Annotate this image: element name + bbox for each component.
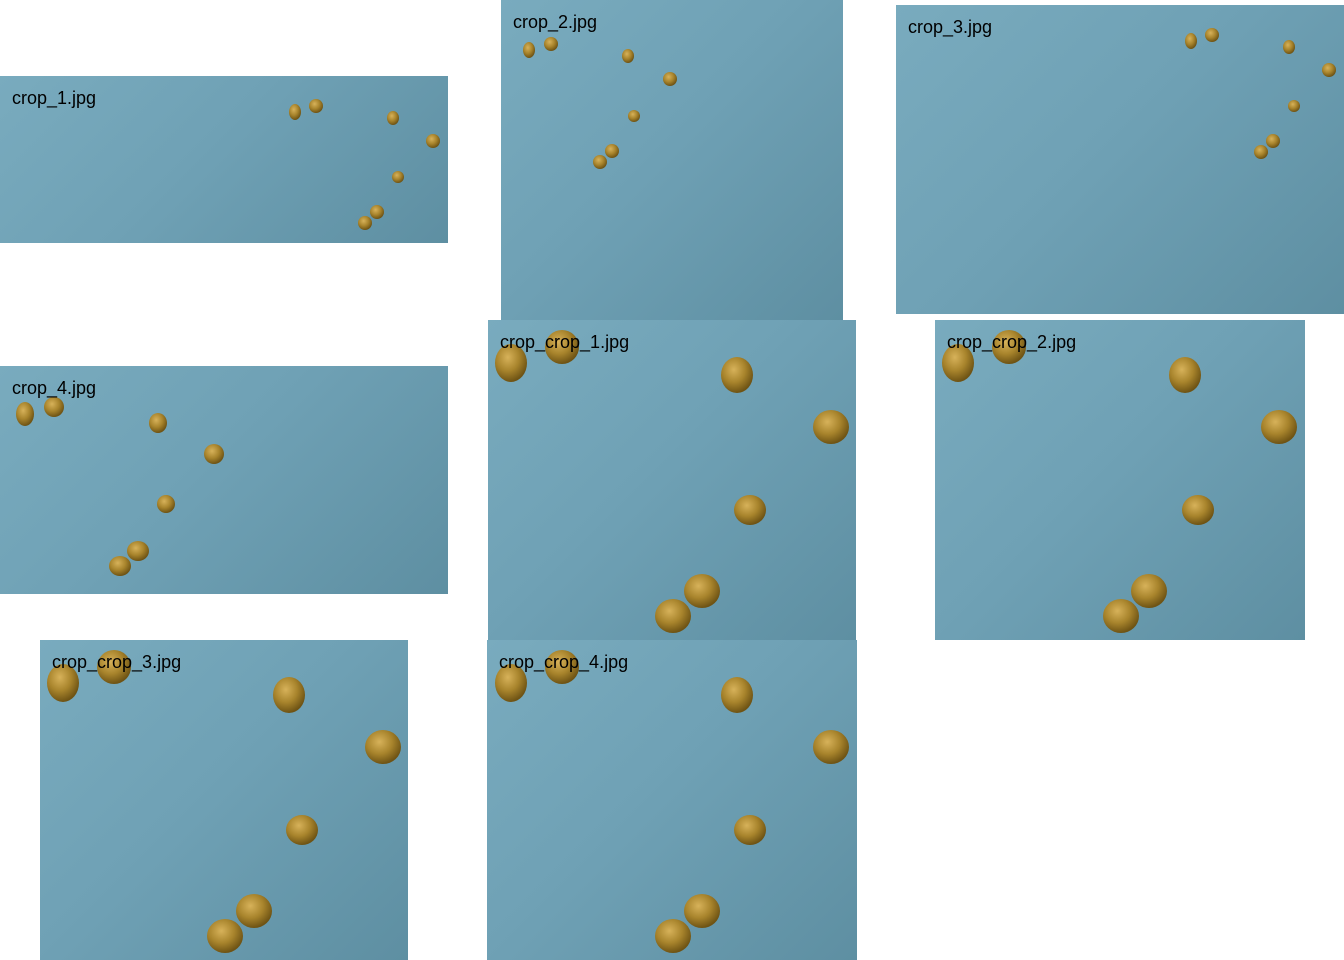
image-tile-crop-4[interactable]: crop_4.jpg xyxy=(0,366,448,594)
image-tile-label: crop_crop_1.jpg xyxy=(500,332,630,352)
image-tile-crop-3[interactable]: crop_3.jpg xyxy=(896,5,1344,314)
seed-image-icon xyxy=(495,330,849,633)
seed-image-icon xyxy=(495,650,849,953)
image-tile-crop-2[interactable]: crop_2.jpg xyxy=(501,0,843,320)
seed-image-icon xyxy=(16,397,224,576)
image-tile-label: crop_crop_4.jpg xyxy=(499,652,629,672)
image-tile-label: crop_4.jpg xyxy=(12,378,97,398)
seed-image-icon xyxy=(523,37,677,169)
image-tile-label: crop_crop_3.jpg xyxy=(52,652,182,672)
image-tile-crop-crop-4[interactable]: crop_crop_4.jpg xyxy=(487,640,857,960)
image-tile-label: crop_1.jpg xyxy=(12,88,97,108)
seed-image-icon xyxy=(47,650,401,953)
image-tile-label: crop_3.jpg xyxy=(908,17,993,37)
image-tile-crop-crop-3[interactable]: crop_crop_3.jpg xyxy=(40,640,408,960)
seed-image-icon xyxy=(289,99,440,230)
image-tile-label: crop_2.jpg xyxy=(513,12,598,32)
image-tile-crop-crop-1[interactable]: crop_crop_1.jpg xyxy=(488,320,856,640)
image-tile-crop-1[interactable]: crop_1.jpg xyxy=(0,76,448,243)
seed-image-icon xyxy=(1185,28,1336,159)
image-tile-label: crop_crop_2.jpg xyxy=(947,332,1077,352)
image-tile-crop-crop-2[interactable]: crop_crop_2.jpg xyxy=(935,320,1305,640)
seed-image-icon xyxy=(942,330,1297,633)
